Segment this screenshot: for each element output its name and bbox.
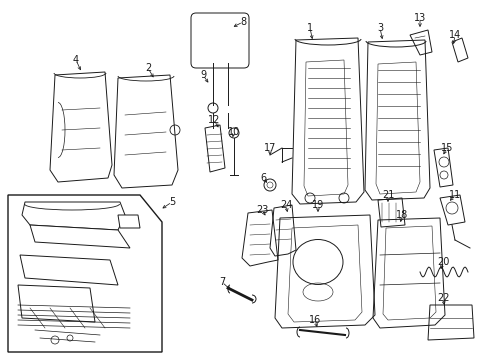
Polygon shape xyxy=(118,215,140,228)
Text: 4: 4 xyxy=(73,55,79,65)
Polygon shape xyxy=(8,195,162,352)
Text: 18: 18 xyxy=(395,210,407,220)
Text: 16: 16 xyxy=(308,315,321,325)
Text: 14: 14 xyxy=(448,30,460,40)
Polygon shape xyxy=(22,202,125,230)
Text: 5: 5 xyxy=(168,197,175,207)
Text: 11: 11 xyxy=(448,190,460,200)
Text: 23: 23 xyxy=(255,205,267,215)
Text: 19: 19 xyxy=(311,200,324,210)
Text: 17: 17 xyxy=(263,143,276,153)
Text: 15: 15 xyxy=(440,143,452,153)
Text: 8: 8 xyxy=(240,17,245,27)
Text: 12: 12 xyxy=(207,115,220,125)
Text: 24: 24 xyxy=(279,200,292,210)
Text: 13: 13 xyxy=(413,13,425,23)
Polygon shape xyxy=(30,225,130,248)
Text: 6: 6 xyxy=(260,173,265,183)
Text: 1: 1 xyxy=(306,23,312,33)
Text: 2: 2 xyxy=(144,63,151,73)
Text: 7: 7 xyxy=(219,277,224,287)
Text: 9: 9 xyxy=(200,70,205,80)
Text: 10: 10 xyxy=(227,127,240,137)
Polygon shape xyxy=(20,255,118,285)
Text: 22: 22 xyxy=(436,293,448,303)
Text: 20: 20 xyxy=(436,257,448,267)
Text: 3: 3 xyxy=(376,23,382,33)
Text: 21: 21 xyxy=(381,190,393,200)
Polygon shape xyxy=(18,285,95,322)
